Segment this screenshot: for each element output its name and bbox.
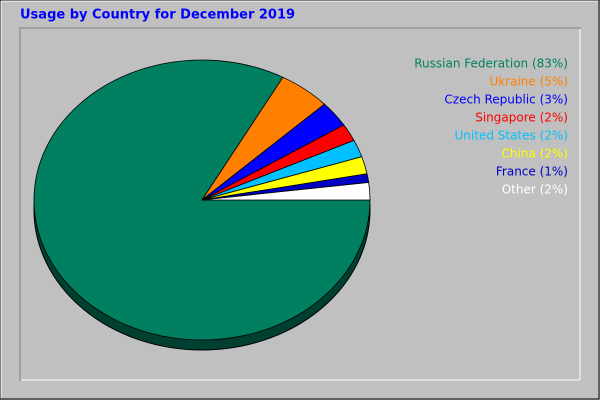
legend-label: Czech Republic (3%)	[444, 93, 568, 107]
legend-label: United States (2%)	[455, 129, 568, 143]
legend-label: Other (2%)	[502, 183, 568, 197]
pie-slice	[201, 182, 371, 201]
chart-title: Usage by Country for December 2019	[20, 8, 295, 23]
legend-label: Ukraine (5%)	[489, 75, 568, 89]
pie-slice	[33, 59, 371, 341]
legend-label: Singapore (2%)	[475, 111, 568, 125]
legend-label: China (2%)	[502, 147, 569, 161]
legend-label: Russian Federation (83%)	[414, 57, 568, 71]
legend-label: France (1%)	[496, 165, 568, 179]
